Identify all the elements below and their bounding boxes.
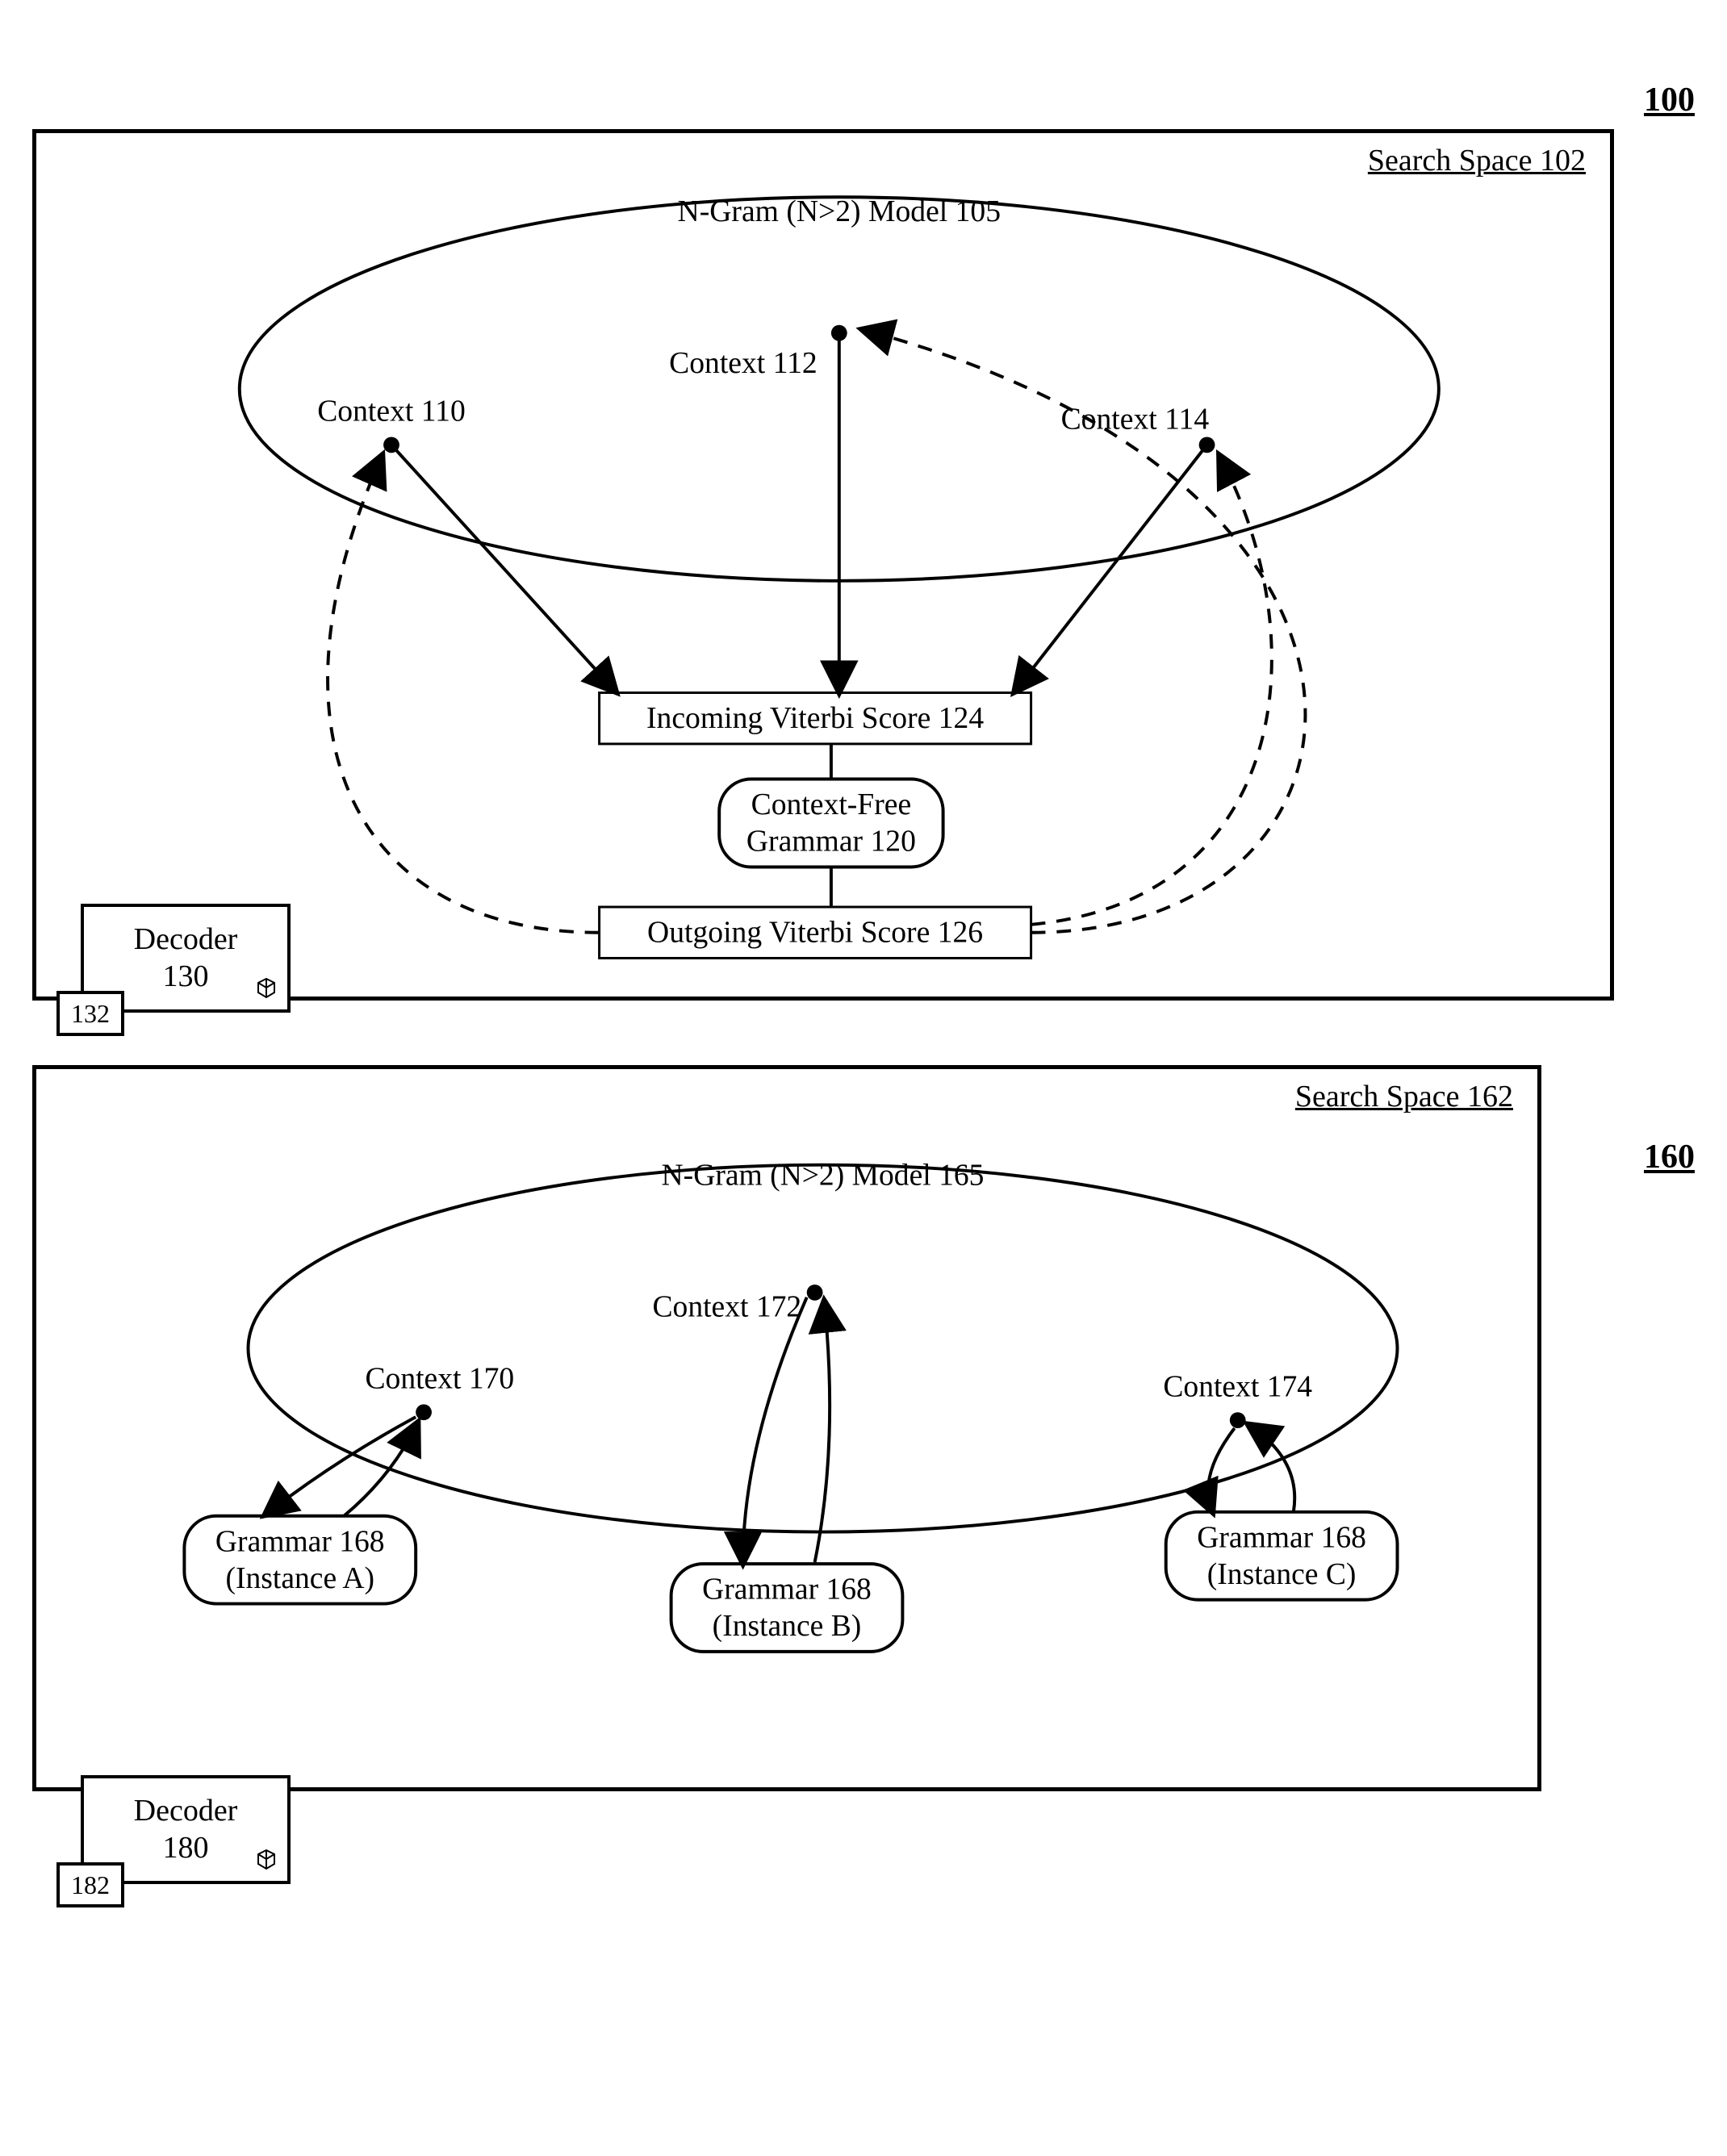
incoming-score-label: Incoming Viterbi Score 124 — [646, 701, 984, 735]
outgoing-score-label: Outgoing Viterbi Score 126 — [647, 916, 983, 950]
decoder-tab-top: 132 — [56, 991, 124, 1036]
arrow-ctx110-in — [391, 445, 615, 691]
decoder-tab-label-bottom: 182 — [71, 1870, 110, 1899]
panel-bottom: Search Space 162 N-Gram (N>2) Model 165 … — [32, 1065, 1541, 1791]
grammar-label-line2: Grammar 120 — [746, 825, 916, 859]
grammar-a-line2: (Instance A) — [225, 1562, 374, 1595]
model-ellipse-bottom — [249, 1165, 1398, 1532]
cube-icon — [255, 1849, 278, 1871]
context-label-middle-b: Context 172 — [652, 1291, 801, 1324]
arrow-ctx172-to-B — [743, 1297, 807, 1562]
arrow-B-to-ctx172 — [815, 1302, 830, 1562]
context-label-left: Context 110 — [317, 395, 466, 428]
grammar-a-line1: Grammar 168 — [215, 1525, 385, 1558]
diagram-top: N-Gram (N>2) Model 105 Context 110 Conte… — [36, 133, 1610, 997]
decoder-tab-label-top: 132 — [71, 999, 110, 1028]
context-node-left-b — [416, 1404, 432, 1420]
dashed-out-ctx114 — [1031, 456, 1272, 925]
cube-icon — [255, 977, 278, 1000]
figure-ref-bottom: 160 — [1644, 1138, 1695, 1176]
decoder-tab-bottom: 182 — [56, 1862, 124, 1907]
grammar-b-line2: (Instance B) — [713, 1610, 862, 1643]
context-node-right-b — [1230, 1412, 1246, 1428]
panel-top: Search Space 102 N-Gram (N>2) Model 105 … — [32, 129, 1614, 1001]
grammar-b-line1: Grammar 168 — [702, 1573, 872, 1607]
figure-ref-top: 100 — [1644, 81, 1695, 119]
decoder-num-top: 130 — [163, 959, 209, 993]
grammar-c-line1: Grammar 168 — [1197, 1521, 1366, 1554]
decoder-title-top: Decoder — [134, 922, 238, 956]
context-label-right-b: Context 174 — [1163, 1370, 1312, 1403]
context-label-middle: Context 112 — [669, 346, 818, 380]
grammar-label-line1: Context-Free — [751, 788, 912, 821]
model-label-top: N-Gram (N>2) Model 105 — [678, 194, 1001, 228]
context-label-right: Context 114 — [1061, 403, 1210, 437]
decoder-num-bottom: 180 — [163, 1831, 209, 1865]
arrow-ctx174-to-C — [1208, 1428, 1235, 1511]
model-label-bottom: N-Gram (N>2) Model 165 — [662, 1159, 985, 1192]
diagram-bottom: N-Gram (N>2) Model 165 Context 170 Conte… — [36, 1069, 1537, 1787]
context-label-left-b: Context 170 — [365, 1363, 514, 1396]
decoder-title-bottom: Decoder — [134, 1794, 238, 1828]
dashed-out-ctx110 — [328, 456, 600, 932]
grammar-c-line2: (Instance C) — [1207, 1558, 1357, 1591]
context-node-middle-b — [807, 1285, 823, 1301]
